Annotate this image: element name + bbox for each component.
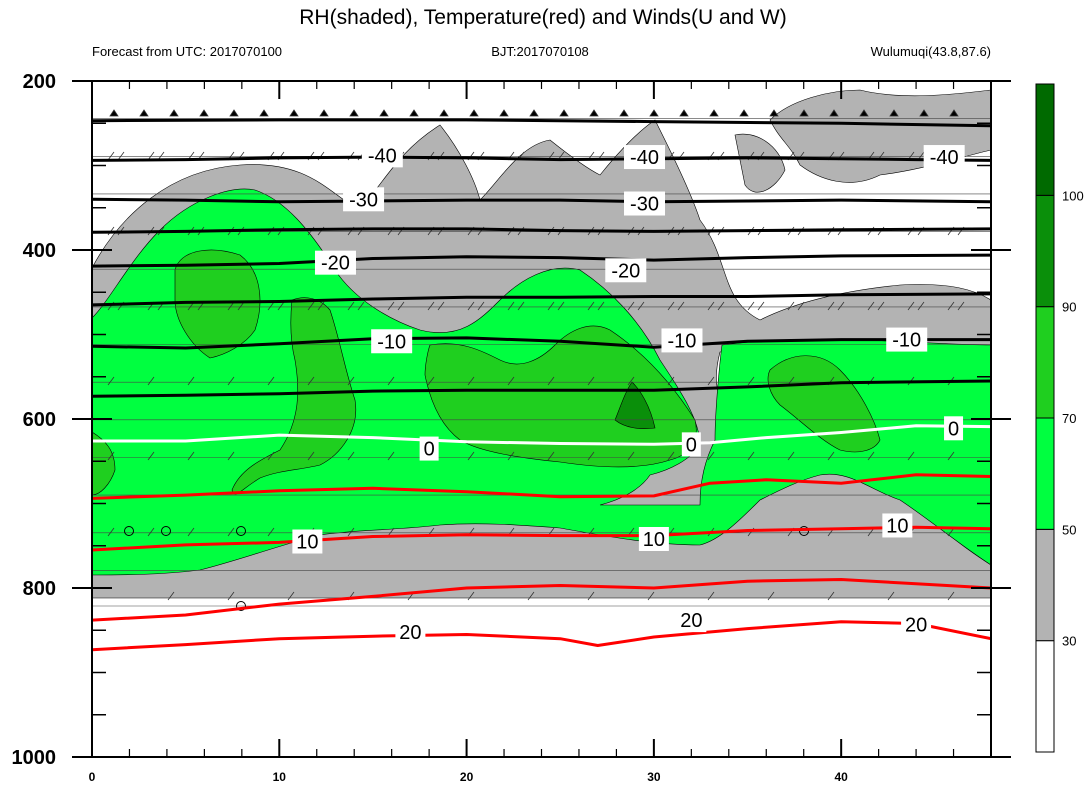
contour-label-16: 20 xyxy=(395,619,426,644)
colorbar-label-1: 50 xyxy=(1062,522,1076,537)
contour-label-15: 10 xyxy=(882,513,913,538)
contour-label-6: -20 xyxy=(605,258,647,283)
contour-label-11: 0 xyxy=(681,432,701,457)
colorbar-box-5 xyxy=(1035,83,1055,196)
svg-text:20: 20 xyxy=(399,622,421,644)
contour-label-7: -10 xyxy=(371,329,413,354)
rh-shading xyxy=(92,89,991,599)
colorbar-box-4 xyxy=(1035,194,1055,308)
colorbar-label-4: 100 xyxy=(1062,188,1084,203)
svg-text:-10: -10 xyxy=(377,331,406,353)
x-tick-label-4: 40 xyxy=(834,770,848,784)
svg-text:20: 20 xyxy=(680,610,702,632)
contour-label-12: 0 xyxy=(944,416,964,441)
svg-text:-40: -40 xyxy=(930,147,959,169)
svg-text:10: 10 xyxy=(296,532,318,554)
calm-wind-circles xyxy=(124,526,809,611)
contour-label-17: 20 xyxy=(676,608,707,633)
subtitle-center: BJT:2017070108 xyxy=(491,44,589,59)
contour-label-13: 10 xyxy=(292,529,323,554)
contour-labels: -40 -40 -40 -30 -30 -20 -20 -10 -10 -10 0 0 0 10 10 10 2… xyxy=(292,143,965,644)
contour-label-3: -30 xyxy=(343,187,385,212)
temperature-contour-6 xyxy=(92,336,991,350)
svg-text:-20: -20 xyxy=(611,260,640,282)
temperature-contour-2 xyxy=(92,197,991,204)
y-tick-label-4: 1000 xyxy=(12,747,57,769)
svg-text:-10: -10 xyxy=(668,330,697,352)
temperature-contour-10 xyxy=(92,525,991,552)
x-tick-label-2: 20 xyxy=(460,770,474,784)
svg-text:20: 20 xyxy=(905,614,927,636)
contour-label-4: -30 xyxy=(624,191,666,216)
colorbar-label-3: 90 xyxy=(1062,300,1076,315)
y-tick-label-2: 600 xyxy=(23,409,56,431)
colorbar-box-1 xyxy=(1035,528,1055,642)
colorbar-box-2 xyxy=(1035,417,1055,530)
contour-label-1: -40 xyxy=(624,145,666,170)
temperature-contour-4 xyxy=(92,253,991,268)
svg-text:-10: -10 xyxy=(892,330,921,352)
temperature-contour-7 xyxy=(92,379,991,398)
y-tick-label-0: 200 xyxy=(23,71,56,93)
x-tick-label-1: 10 xyxy=(273,770,287,784)
temperature-contour-12 xyxy=(92,620,991,652)
x-tick-label-3: 30 xyxy=(647,770,661,784)
temperature-contour-1 xyxy=(92,155,991,162)
x-tick-label-0: 0 xyxy=(89,770,96,784)
svg-text:0: 0 xyxy=(424,439,435,461)
subtitle-left: Forecast from UTC: 2017070100 xyxy=(92,44,282,59)
rh-region-90-100 xyxy=(614,381,656,430)
temperature-contours xyxy=(92,118,991,652)
wind-barbs-row-250 xyxy=(109,109,959,117)
contour-label-9: -10 xyxy=(886,327,928,352)
svg-text:-30: -30 xyxy=(630,194,659,216)
svg-text:-20: -20 xyxy=(321,253,350,275)
contour-label-14: 10 xyxy=(638,526,669,551)
svg-text:-40: -40 xyxy=(630,147,659,169)
contour-label-10: 0 xyxy=(419,436,439,461)
y-tick-label-3: 800 xyxy=(23,578,56,600)
svg-text:0: 0 xyxy=(686,434,697,456)
colorbar-box-0 xyxy=(1035,640,1055,753)
y-tick-label-1: 400 xyxy=(23,240,56,262)
temperature-contour-9 xyxy=(92,473,991,500)
colorbar-label-2: 70 xyxy=(1062,411,1076,426)
temperature-contour-8 xyxy=(92,424,991,446)
colorbar-label-0: 30 xyxy=(1062,634,1076,649)
svg-text:-40: -40 xyxy=(368,145,397,167)
svg-text:10: 10 xyxy=(643,529,665,551)
contour-label-2: -40 xyxy=(923,145,965,170)
colorbar-box-3 xyxy=(1035,306,1055,419)
svg-text:10: 10 xyxy=(886,515,908,537)
subtitle-right: Wulumuqi(43.8,87.6) xyxy=(871,44,991,59)
svg-text:0: 0 xyxy=(948,418,959,440)
contour-label-8: -10 xyxy=(661,328,703,353)
colorbar: 30 50 70 90 100 xyxy=(1035,83,1084,753)
chart-title: RH(shaded), Temperature(red) and Winds(U… xyxy=(299,6,786,29)
contour-label-0: -40 xyxy=(361,143,403,168)
svg-text:-30: -30 xyxy=(349,189,378,211)
contour-label-5: -20 xyxy=(314,250,356,275)
temperature-contour-11 xyxy=(92,578,991,622)
temperature-contour-3 xyxy=(92,227,991,234)
temperature-contour-5 xyxy=(92,292,991,307)
temperature-contour-0 xyxy=(92,118,991,128)
contour-label-18: 20 xyxy=(901,612,932,637)
